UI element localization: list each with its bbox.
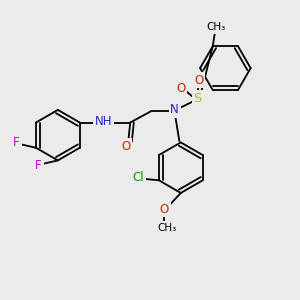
Text: N: N xyxy=(170,103,179,116)
Text: CH₃: CH₃ xyxy=(206,22,225,32)
Text: F: F xyxy=(35,159,42,172)
Text: O: O xyxy=(160,203,169,216)
Text: Cl: Cl xyxy=(132,171,144,184)
Text: S: S xyxy=(194,92,202,105)
Text: NH: NH xyxy=(95,115,112,128)
Text: O: O xyxy=(194,74,203,86)
Text: O: O xyxy=(176,82,185,94)
Text: CH₃: CH₃ xyxy=(158,223,177,233)
Text: O: O xyxy=(121,140,130,153)
Text: F: F xyxy=(13,136,20,149)
